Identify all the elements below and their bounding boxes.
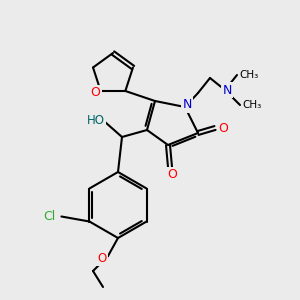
- Text: O: O: [91, 86, 100, 100]
- Text: N: N: [222, 83, 232, 97]
- Text: HO: HO: [87, 113, 105, 127]
- Text: O: O: [98, 251, 106, 265]
- Text: Cl: Cl: [43, 210, 56, 223]
- Text: N: N: [182, 98, 192, 112]
- Text: O: O: [167, 169, 177, 182]
- Text: O: O: [218, 122, 228, 134]
- Text: CH₃: CH₃: [239, 70, 259, 80]
- Text: CH₃: CH₃: [242, 100, 262, 110]
